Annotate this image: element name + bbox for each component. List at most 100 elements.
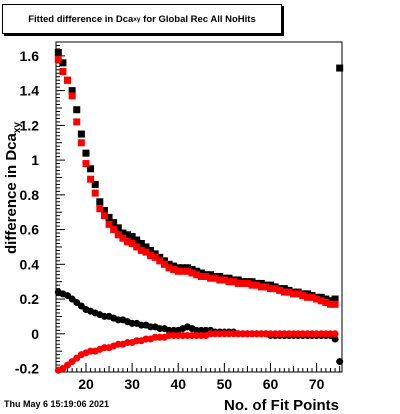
timestamp: Thu May 6 15:19:06 2021 xyxy=(4,399,110,409)
data-point xyxy=(299,292,307,300)
data-point xyxy=(271,285,279,293)
data-point xyxy=(336,358,344,366)
data-point xyxy=(105,220,113,228)
y-tick-label: 0.2 xyxy=(20,291,40,307)
plot-frame xyxy=(55,41,343,373)
data-point xyxy=(179,267,187,275)
series-3 xyxy=(54,330,339,374)
data-point xyxy=(234,279,242,287)
data-point xyxy=(128,239,136,247)
y-tick-label: 1.2 xyxy=(20,117,40,133)
x-tick-label: 40 xyxy=(170,376,186,392)
data-point xyxy=(216,276,224,284)
y-tick-label: 0.8 xyxy=(20,187,40,203)
data-point xyxy=(96,198,104,206)
data-point xyxy=(276,286,284,294)
series-2 xyxy=(54,288,344,366)
data-point xyxy=(64,76,72,84)
data-point xyxy=(285,288,293,296)
x-axis-label: No. of Fit Points xyxy=(224,397,339,414)
plot-border xyxy=(55,41,343,373)
y-tick-label: 0.6 xyxy=(20,222,40,238)
data-point xyxy=(137,246,145,254)
data-point xyxy=(100,206,108,214)
series-0 xyxy=(54,48,344,305)
data-point xyxy=(73,106,81,114)
axis-ticks: 20 30 40 50 60 70 -0.2 0 0.2 0.4 0.6 0.8 1 1.2 1.4 1.6 xyxy=(15,41,341,392)
data-point xyxy=(257,283,265,291)
data-point xyxy=(160,260,168,268)
x-tick-label: 20 xyxy=(78,376,94,392)
data-point xyxy=(110,226,118,234)
data-point xyxy=(54,55,62,63)
data-point xyxy=(73,118,81,126)
data-point xyxy=(68,87,76,95)
data-point xyxy=(119,234,127,242)
data-point xyxy=(91,189,99,197)
data-point xyxy=(193,271,201,279)
data-point xyxy=(243,279,251,287)
data-point xyxy=(183,267,191,275)
y-tick-label: -0.2 xyxy=(15,361,39,377)
data-point xyxy=(54,48,62,56)
data-point xyxy=(77,130,85,138)
data-point xyxy=(114,224,122,232)
data-point xyxy=(147,246,155,254)
data-point xyxy=(114,231,122,239)
data-point xyxy=(202,272,210,280)
data-point xyxy=(91,180,99,188)
y-axis-label-sub: xy xyxy=(12,122,23,134)
data-point xyxy=(128,233,136,241)
x-tick-label: 60 xyxy=(263,376,279,392)
data-point xyxy=(87,165,95,173)
data-point xyxy=(230,278,238,286)
y-axis-label-main: difference in Dca xyxy=(3,132,20,254)
data-point xyxy=(211,274,219,282)
chart-title-rest: for Global Rec All NoHits xyxy=(140,13,256,25)
y-tick-label: 0.4 xyxy=(20,256,40,272)
y-tick-label: 1.4 xyxy=(20,83,40,99)
data-point xyxy=(68,92,76,100)
chart-title-sub: xy xyxy=(133,15,141,23)
series-1 xyxy=(54,55,339,308)
data-point xyxy=(133,243,141,251)
data-point xyxy=(133,236,141,244)
data-point xyxy=(100,212,108,220)
x-tick-label: 50 xyxy=(217,376,233,392)
data-point xyxy=(331,295,339,303)
data-point xyxy=(308,293,316,301)
data-point xyxy=(82,149,90,157)
y-tick-label: 1.6 xyxy=(20,48,40,64)
data-point xyxy=(239,279,247,287)
data-point xyxy=(220,276,228,284)
data-point xyxy=(142,248,150,256)
data-point xyxy=(188,269,196,277)
data-point xyxy=(331,330,339,338)
data-point xyxy=(336,64,344,72)
data-point xyxy=(207,274,215,282)
data-point xyxy=(262,283,270,291)
data-point xyxy=(156,257,164,265)
data-point xyxy=(142,243,150,251)
data-point xyxy=(290,290,298,298)
data-point xyxy=(96,205,104,213)
data-point xyxy=(253,281,261,289)
x-tick-label: 70 xyxy=(309,376,325,392)
data-marks xyxy=(54,48,344,374)
data-point xyxy=(225,278,233,286)
data-point xyxy=(77,139,85,147)
x-tick-label: 30 xyxy=(124,376,140,392)
data-point xyxy=(267,285,274,293)
data-point xyxy=(137,239,145,247)
data-point xyxy=(313,295,321,303)
data-point xyxy=(165,264,173,272)
y-tick-label: 1 xyxy=(31,152,39,168)
data-point xyxy=(317,297,325,305)
chart-title-box: Fitted difference in Dca xy for Global Re… xyxy=(2,4,282,34)
y-tick-label: 0 xyxy=(31,326,39,342)
data-point xyxy=(174,267,182,275)
data-point xyxy=(124,238,131,246)
data-point xyxy=(151,253,159,261)
data-point xyxy=(105,213,113,221)
